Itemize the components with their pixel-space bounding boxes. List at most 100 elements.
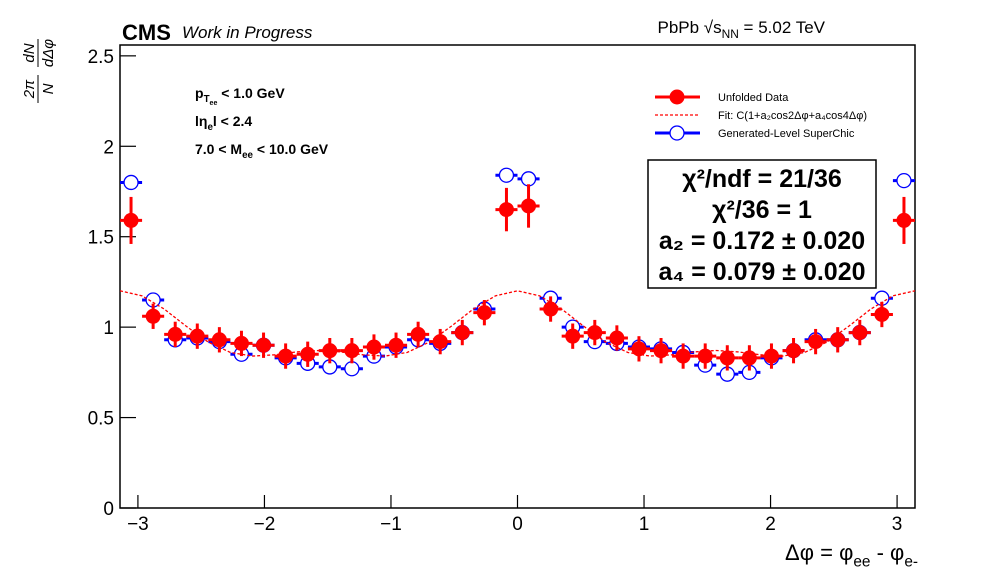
marker — [808, 334, 824, 350]
data-point — [760, 343, 783, 369]
data-point — [716, 345, 739, 371]
marker — [609, 330, 625, 346]
text-segment: - φ — [870, 540, 904, 565]
data-point — [694, 343, 717, 369]
y-label-den: dΔφ — [40, 39, 57, 67]
y-label-den: N — [40, 83, 57, 94]
marker — [653, 343, 669, 359]
text-segment: 7.0 < M — [195, 141, 242, 157]
marker — [476, 305, 492, 321]
text-segment: < 10.0 GeV — [253, 141, 329, 157]
marker — [366, 339, 382, 355]
text-segment: ee — [242, 150, 253, 161]
text-segment: PbPb — [657, 18, 703, 37]
marker — [587, 325, 603, 341]
marker — [896, 172, 912, 189]
data-point — [186, 323, 209, 349]
text-segment: Δφ = φ — [785, 540, 853, 565]
marker — [697, 348, 713, 364]
data-point — [892, 196, 915, 244]
stats-line: a₄ = 0.079 ± 0.020 — [658, 258, 865, 286]
y-label-num: 2π — [21, 79, 38, 99]
data-point — [120, 174, 143, 191]
marker — [256, 337, 272, 353]
marker — [167, 326, 183, 342]
x-tick-label: 1 — [639, 514, 650, 535]
marker — [786, 343, 802, 359]
stats-box — [647, 159, 877, 289]
y-tick-label: 1.5 — [88, 228, 114, 249]
marker — [543, 301, 559, 317]
marker — [123, 212, 139, 228]
text-segment: = 5.02 TeV — [739, 18, 826, 37]
marker — [763, 348, 779, 364]
y-tick-label: 0 — [103, 499, 114, 520]
data-point — [738, 345, 761, 371]
data-point — [848, 319, 871, 346]
stats-line: χ²/ndf = 21/36 — [682, 165, 842, 193]
data-point — [892, 172, 915, 189]
data-point — [627, 336, 650, 362]
data-point — [495, 187, 518, 232]
legend-label: Unfolded Data — [718, 92, 789, 104]
x-tick-label: −3 — [127, 514, 149, 535]
marker — [454, 325, 470, 341]
data-point — [473, 300, 496, 326]
marker — [322, 343, 338, 359]
x-tick-label: 0 — [512, 514, 523, 535]
y-tick-label: 1 — [103, 318, 114, 339]
data-point — [826, 327, 849, 353]
data-point — [429, 328, 452, 355]
marker — [432, 334, 448, 350]
text-segment: p — [195, 85, 204, 101]
data-point — [605, 325, 628, 351]
data-point — [230, 330, 253, 357]
text-segment: e- — [904, 554, 918, 571]
legend-label: Generated-Level SuperChic — [718, 128, 855, 140]
x-tick-label: 3 — [892, 514, 903, 535]
annotation: pTee < 1.0 GeV — [195, 85, 285, 107]
marker — [874, 306, 890, 322]
data-point — [539, 296, 562, 322]
text-segment: lη — [195, 113, 207, 129]
annotation: 7.0 < Mee < 10.0 GeV — [195, 141, 329, 161]
data-point — [274, 343, 297, 369]
marker — [344, 343, 360, 359]
marker — [498, 167, 515, 183]
data-point — [870, 301, 893, 328]
marker — [300, 346, 316, 362]
marker — [410, 326, 426, 342]
data-point — [252, 332, 275, 358]
text-segment: T — [204, 94, 210, 105]
data-point — [340, 361, 363, 377]
annotation: lηel < 2.4 — [195, 113, 252, 133]
marker — [565, 328, 581, 344]
x-axis-label: Δφ = φee - φe- — [785, 540, 918, 571]
text-segment: l < 2.4 — [213, 113, 253, 129]
data-point — [164, 321, 187, 348]
data-point — [517, 171, 540, 187]
marker — [233, 335, 249, 351]
marker — [145, 308, 161, 324]
data-point — [120, 196, 143, 244]
data-point — [362, 334, 385, 360]
status: Work in Progress — [182, 23, 313, 42]
marker — [388, 337, 404, 353]
text-segment: NN — [722, 27, 739, 41]
y-tick-label: 2.5 — [88, 47, 114, 68]
marker — [631, 341, 647, 357]
marker — [344, 361, 360, 377]
data-point — [672, 343, 695, 369]
data-point — [495, 167, 518, 183]
data-point — [517, 184, 540, 228]
y-axis-label: 2π NdN dΔφ — [21, 39, 57, 103]
data-point — [340, 337, 363, 364]
data-point — [385, 332, 408, 358]
marker — [278, 348, 294, 364]
text-segment: ee — [853, 554, 870, 571]
data-point — [208, 327, 231, 353]
data-point — [782, 337, 805, 364]
data-point — [738, 364, 761, 381]
data-point — [804, 328, 827, 355]
